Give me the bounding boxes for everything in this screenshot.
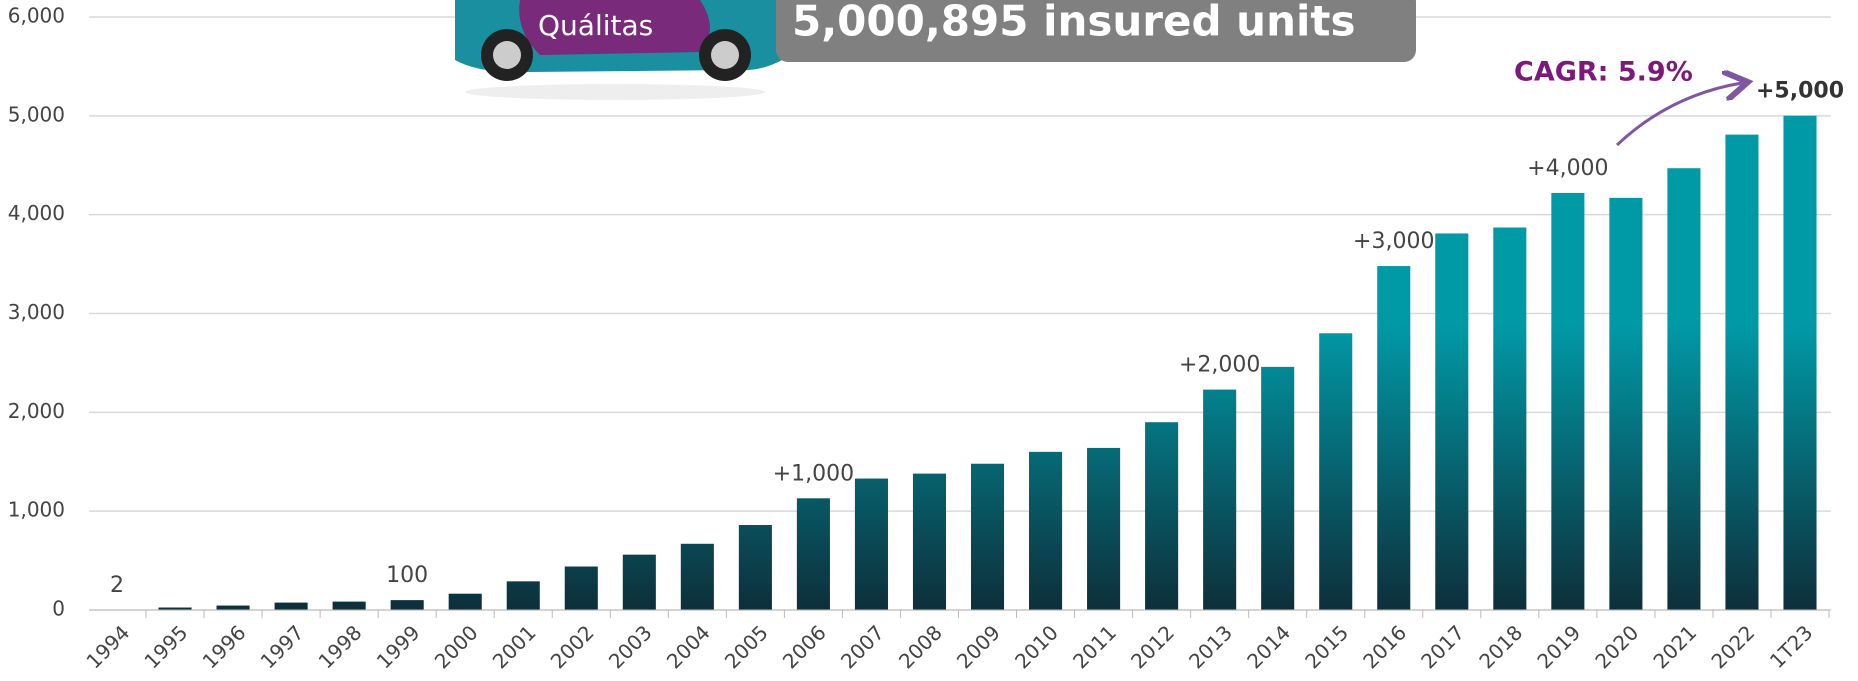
x-tick-label: 2018 — [1474, 620, 1527, 673]
x-tick-label: 1996 — [198, 620, 251, 673]
x-tick-label: 2010 — [1010, 620, 1063, 673]
bar — [1203, 389, 1237, 610]
x-tick-label: 1T23 — [1765, 620, 1818, 673]
annotation: 2 — [110, 573, 124, 598]
x-tick-label: 2017 — [1416, 620, 1469, 673]
x-tick-label: 2008 — [894, 620, 947, 673]
car-illustration: Quálitas — [455, 0, 782, 100]
x-tick-label: 2012 — [1126, 620, 1179, 673]
x-tick-label: 2006 — [778, 620, 831, 673]
annotation: +3,000 — [1353, 229, 1434, 254]
x-tick-label: 2013 — [1184, 620, 1237, 673]
bar — [274, 602, 308, 610]
x-tick-label: 2000 — [430, 620, 483, 673]
bar — [1087, 447, 1121, 610]
bar — [622, 554, 656, 610]
bar — [448, 593, 482, 610]
x-tick-label: 1995 — [139, 620, 192, 673]
bar — [680, 543, 714, 610]
bar — [390, 600, 424, 610]
bar — [1261, 366, 1295, 610]
y-tick-label: 3,000 — [8, 300, 65, 324]
bar — [854, 478, 888, 610]
bar — [1725, 134, 1759, 610]
annotation: +2,000 — [1179, 353, 1260, 378]
bar — [1377, 266, 1411, 610]
y-tick-label: 6,000 — [8, 4, 65, 28]
x-tick-label: 2014 — [1242, 620, 1295, 673]
annotation: +5,000 — [1756, 79, 1844, 104]
annotation: +1,000 — [773, 461, 854, 486]
x-tick-label: 2011 — [1068, 620, 1121, 673]
bar — [1029, 451, 1063, 610]
annotation: +4,000 — [1527, 156, 1608, 181]
title-box — [776, 0, 1416, 62]
y-tick-label: 5,000 — [8, 102, 65, 126]
x-tick-label: 2015 — [1300, 620, 1353, 673]
x-tick-label: 1997 — [256, 620, 309, 673]
bar — [1435, 233, 1469, 610]
x-tick-label: 2020 — [1590, 620, 1643, 673]
bar — [912, 473, 947, 610]
x-tick-label: 2001 — [488, 620, 541, 673]
x-tick-label: 2019 — [1532, 620, 1585, 673]
bar — [796, 498, 830, 610]
annotation: 100 — [386, 563, 428, 588]
bar — [738, 525, 772, 610]
chart-title: 5,000,895 insured units — [792, 0, 1355, 46]
x-tick-label: 2005 — [720, 620, 773, 673]
bar — [1319, 333, 1353, 610]
bar — [332, 601, 366, 610]
cagr-label: CAGR: 5.9% — [1514, 57, 1693, 88]
x-tick-label: 2004 — [662, 620, 715, 673]
brand-label: Quálitas — [538, 9, 653, 42]
x-tick-label: 2021 — [1648, 620, 1701, 673]
x-tick-label: 1998 — [314, 620, 367, 673]
x-tick-label: 2003 — [604, 620, 657, 673]
bar — [216, 605, 250, 610]
x-tick-label: 2022 — [1706, 620, 1759, 673]
x-tick-label: 2009 — [952, 620, 1005, 673]
x-tick-label: 2002 — [546, 620, 599, 673]
x-tick-label: 2016 — [1358, 620, 1411, 673]
bar — [1493, 227, 1527, 610]
bar — [970, 463, 1005, 610]
y-tick-label: 4,000 — [8, 201, 65, 225]
bar — [1609, 197, 1643, 611]
y-tick-label: 2,000 — [8, 399, 65, 423]
bar — [158, 607, 192, 610]
x-tick-label: 1999 — [372, 620, 425, 673]
bar — [564, 566, 598, 610]
y-tick-label: 1,000 — [8, 498, 65, 522]
bar — [1551, 192, 1585, 610]
y-tick-label: 0 — [52, 597, 65, 621]
cagr-arrow — [1615, 83, 1742, 147]
bar — [1667, 168, 1701, 610]
bar — [506, 581, 540, 610]
bar — [1145, 422, 1179, 610]
bar — [1783, 115, 1817, 610]
x-tick-label: 1994 — [81, 620, 134, 673]
x-tick-label: 2007 — [836, 620, 889, 673]
